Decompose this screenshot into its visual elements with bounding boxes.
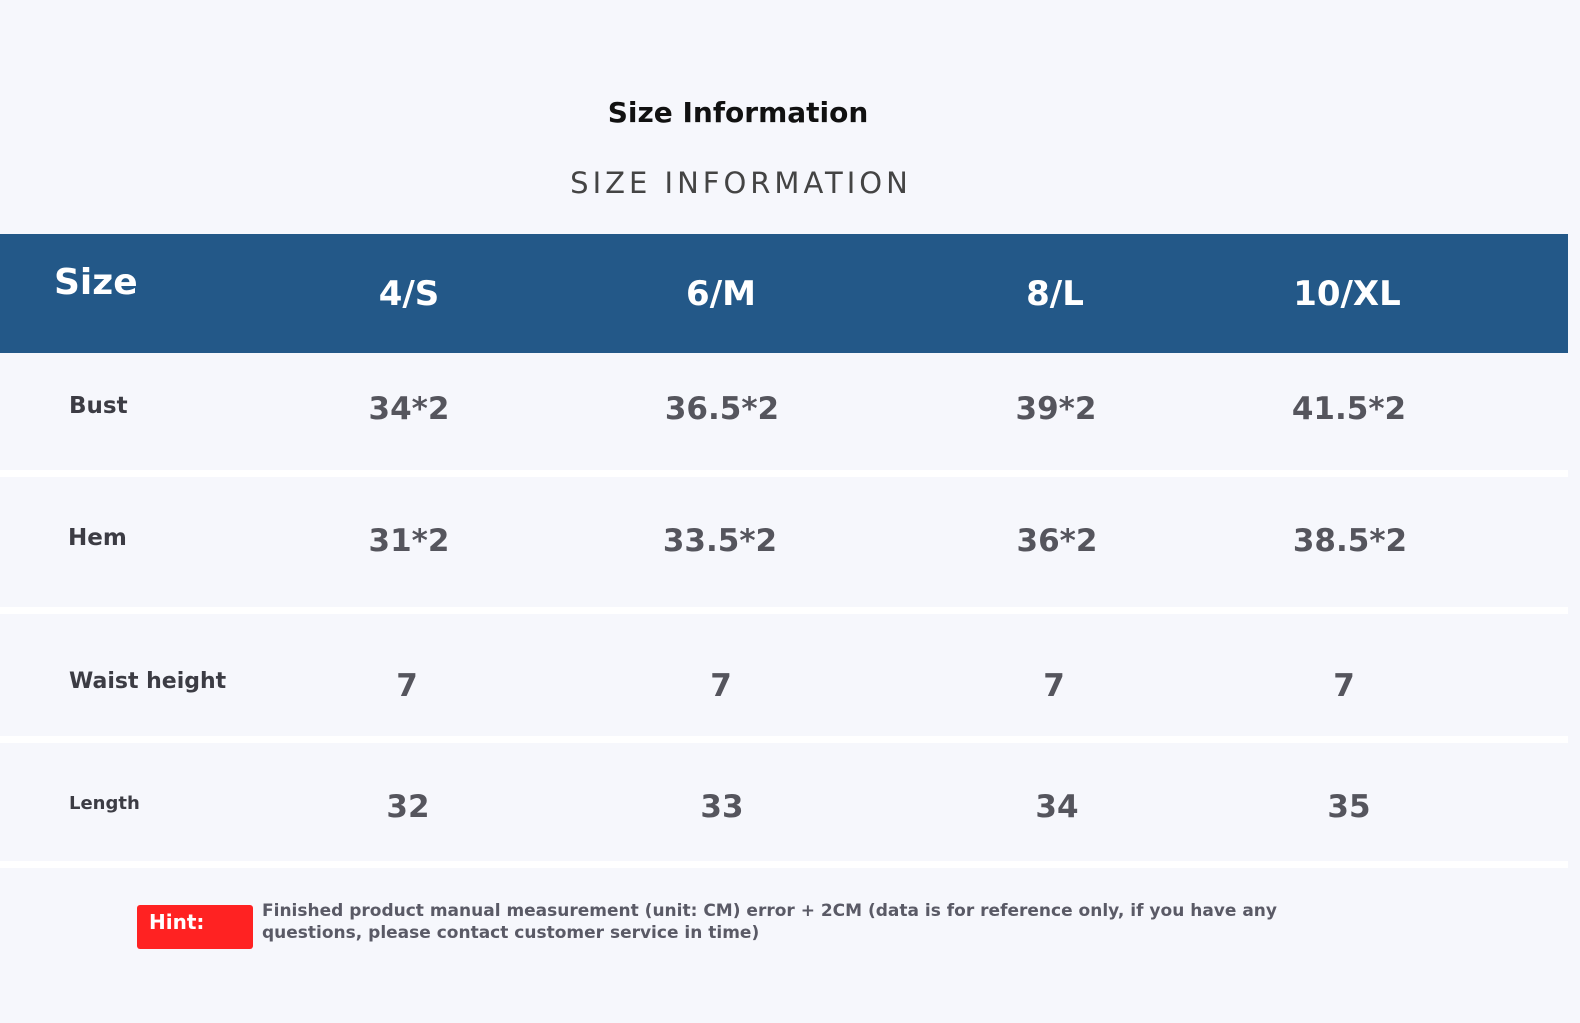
cell-waist-height-8l: 7 bbox=[1043, 668, 1065, 704]
table-row-bust: Bust 34*2 36.5*2 39*2 41.5*2 bbox=[0, 353, 1568, 470]
hint-text: Finished product manual measurement (uni… bbox=[262, 901, 1277, 943]
size-header-10xl: 10/XL bbox=[1293, 273, 1401, 314]
cell-length-4s: 32 bbox=[386, 789, 430, 825]
cell-hem-4s: 31*2 bbox=[368, 523, 450, 559]
row-divider bbox=[0, 736, 1568, 743]
row-label-bust: Bust bbox=[69, 393, 128, 419]
size-header-6m: 6/M bbox=[686, 273, 756, 314]
cell-length-6m: 33 bbox=[700, 789, 744, 825]
cell-waist-height-10xl: 7 bbox=[1333, 668, 1355, 704]
cell-bust-10xl: 41.5*2 bbox=[1291, 391, 1407, 427]
row-label-waist-height: Waist height bbox=[69, 669, 227, 694]
cell-bust-8l: 39*2 bbox=[1015, 391, 1097, 427]
cell-hem-10xl: 38.5*2 bbox=[1292, 523, 1408, 559]
cell-waist-height-6m: 7 bbox=[710, 668, 732, 704]
cell-bust-6m: 36.5*2 bbox=[664, 391, 780, 427]
cell-bust-4s: 34*2 bbox=[368, 391, 450, 427]
row-label-length: Length bbox=[69, 793, 140, 814]
size-header-row: Size 4/S 6/M 8/L 10/XL bbox=[0, 234, 1568, 353]
hint-badge: Hint: bbox=[137, 905, 253, 949]
table-row-hem: Hem 31*2 33.5*2 36*2 38.5*2 bbox=[0, 477, 1568, 607]
table-row-length: Length 32 33 34 35 bbox=[0, 743, 1568, 861]
row-divider bbox=[0, 861, 1568, 868]
table-row-waist-height: Waist height 7 7 7 7 bbox=[0, 614, 1568, 736]
size-header-8l: 8/L bbox=[1026, 273, 1084, 314]
page-subtitle: SIZE INFORMATION bbox=[570, 166, 912, 200]
row-divider bbox=[0, 607, 1568, 614]
cell-hem-8l: 36*2 bbox=[1016, 523, 1098, 559]
row-divider bbox=[0, 470, 1568, 477]
cell-length-8l: 34 bbox=[1035, 789, 1079, 825]
cell-length-10xl: 35 bbox=[1327, 789, 1371, 825]
size-header-4s: 4/S bbox=[378, 273, 440, 314]
cell-waist-height-4s: 7 bbox=[396, 668, 418, 704]
cell-hem-6m: 33.5*2 bbox=[662, 523, 778, 559]
page-title: Size Information bbox=[607, 96, 869, 129]
row-label-hem: Hem bbox=[68, 525, 127, 551]
size-header-label: Size bbox=[54, 262, 138, 303]
